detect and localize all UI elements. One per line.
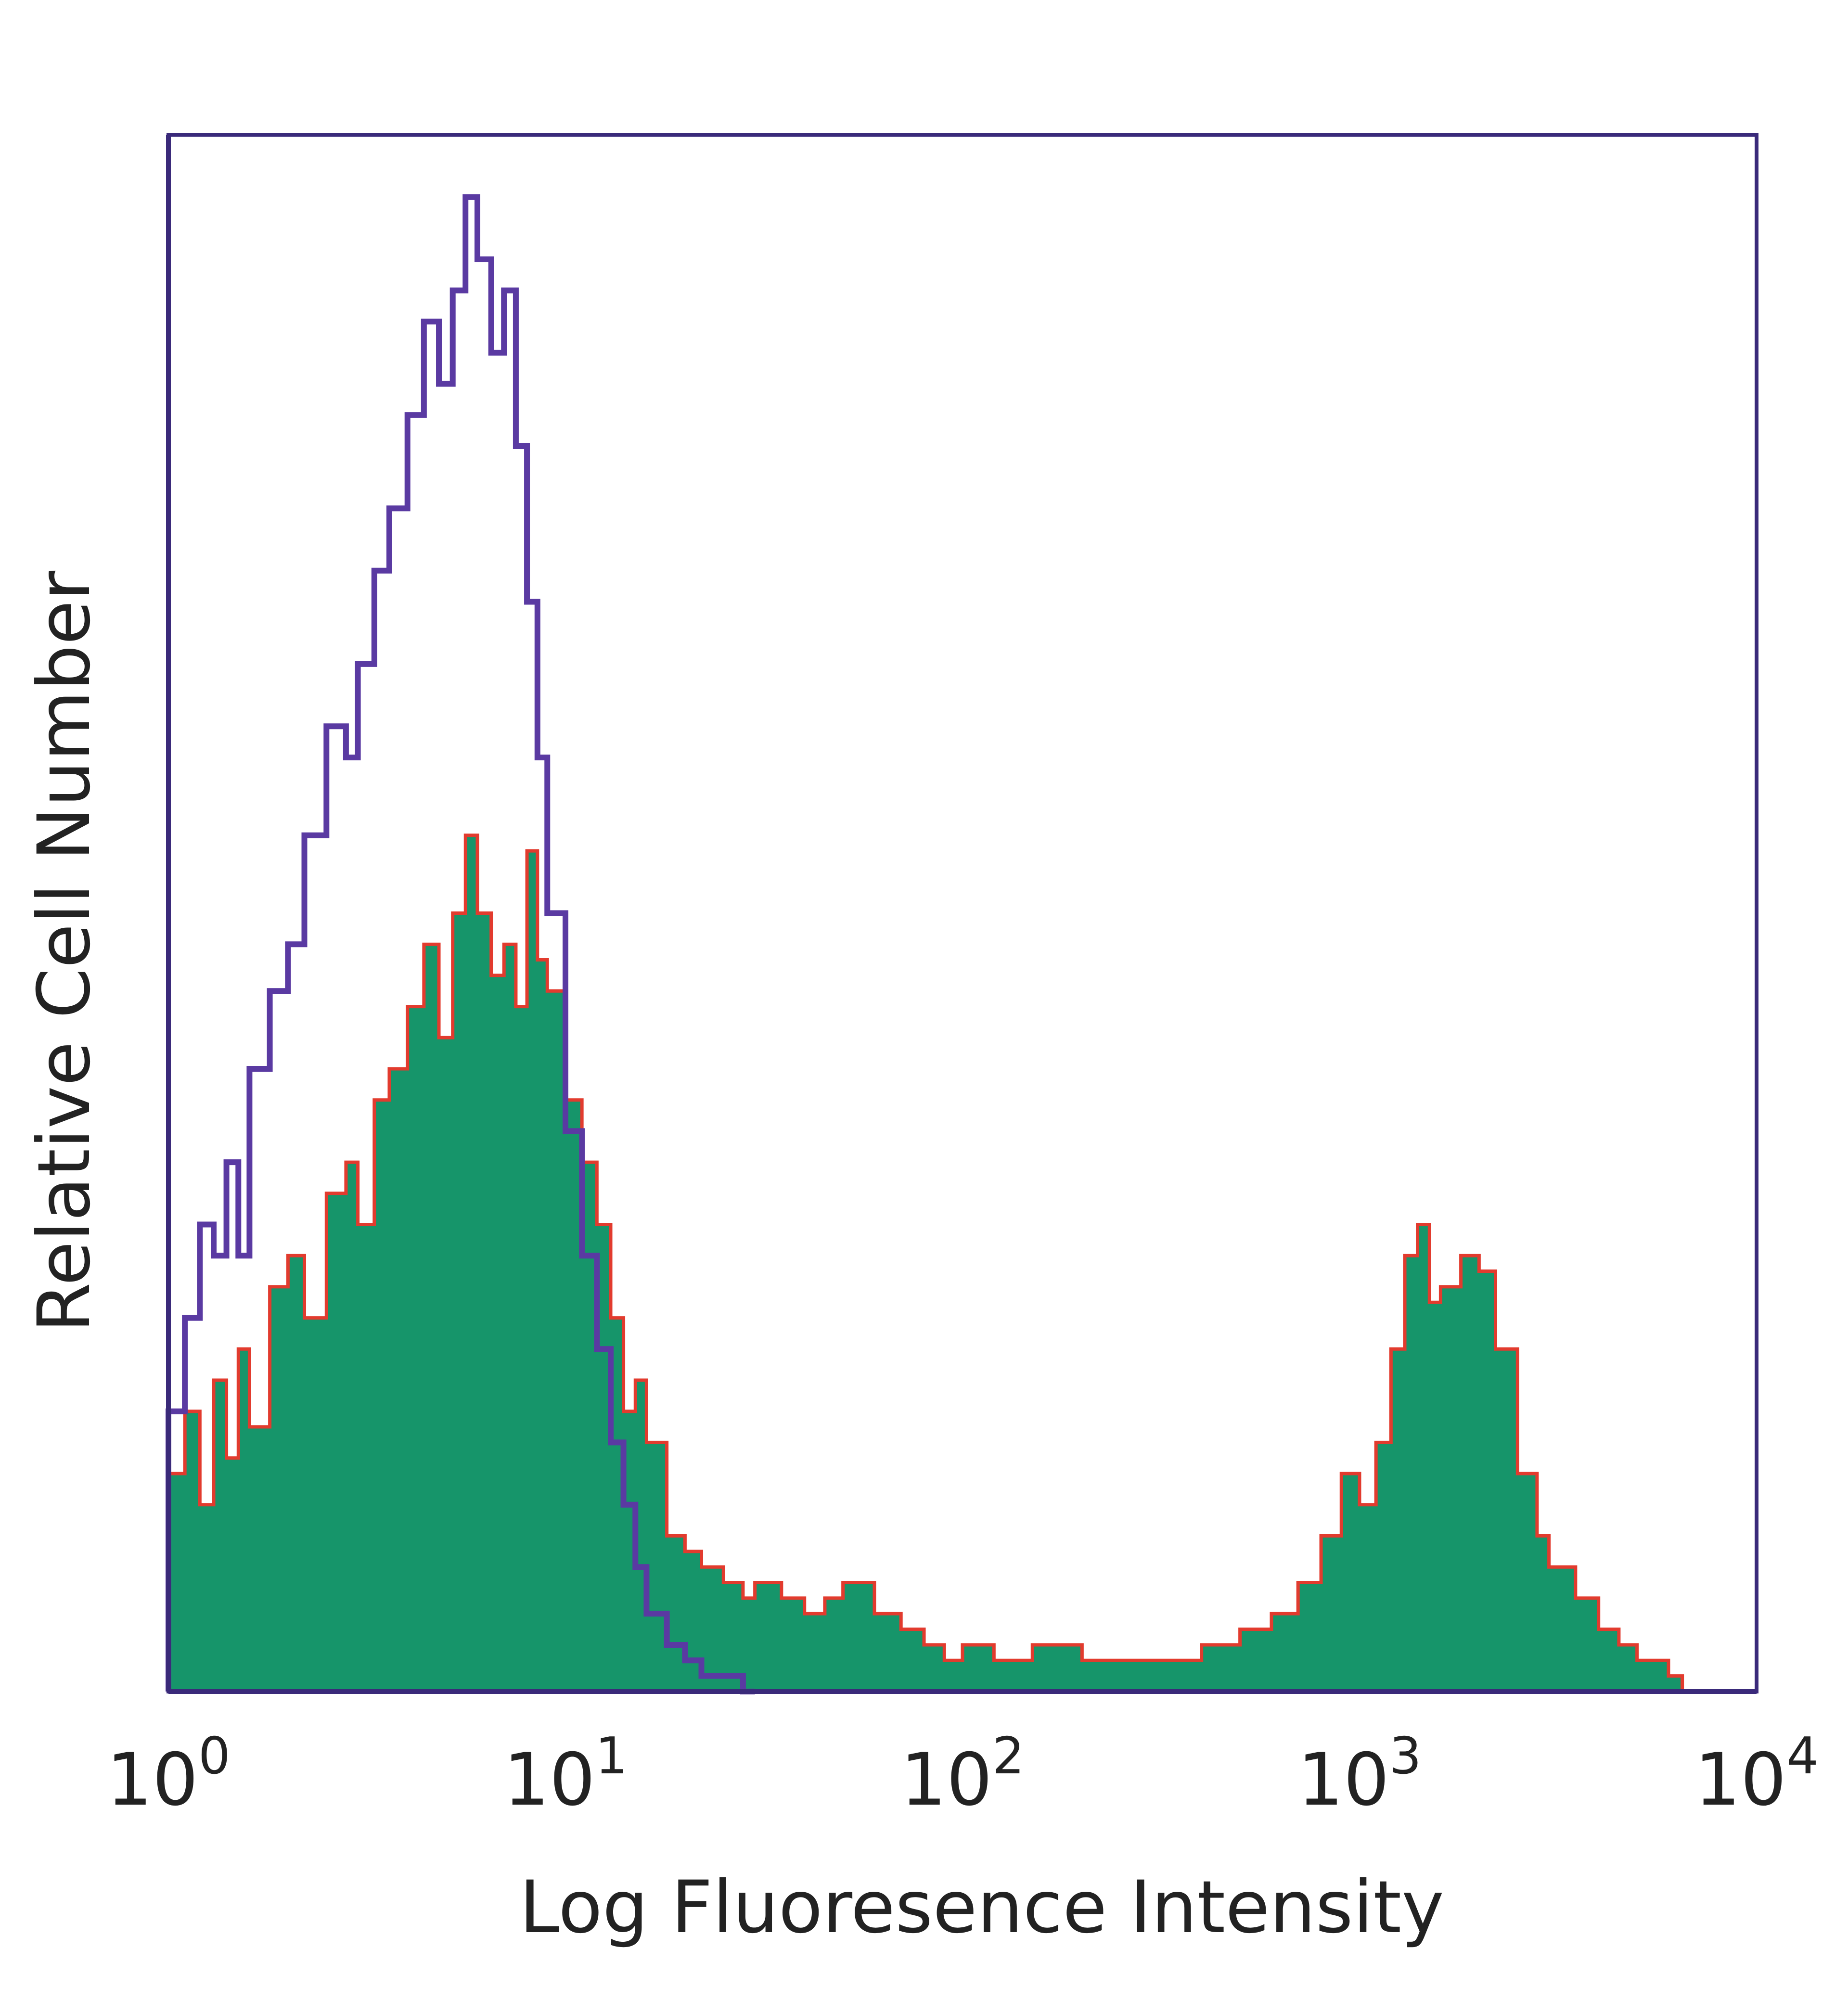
x-tick-label-2: 102: [900, 1727, 1025, 1822]
x-tick-label-1: 101: [503, 1727, 628, 1822]
series-layer: [166, 194, 1695, 1694]
x-tick-label-0: 100: [106, 1727, 231, 1822]
x-tick-label-3: 103: [1297, 1727, 1422, 1822]
x-tick-label-4: 104: [1694, 1727, 1819, 1822]
histogram-series-2: [166, 194, 755, 1694]
y-axis-label: Relative Cell Number: [23, 571, 106, 1333]
x-axis-label: Log Fluoresence Intensity: [519, 1866, 1444, 1949]
x-tick-labels: 100 101 102 103 104: [106, 1727, 1819, 1822]
histogram-series-1: [167, 833, 1695, 1693]
